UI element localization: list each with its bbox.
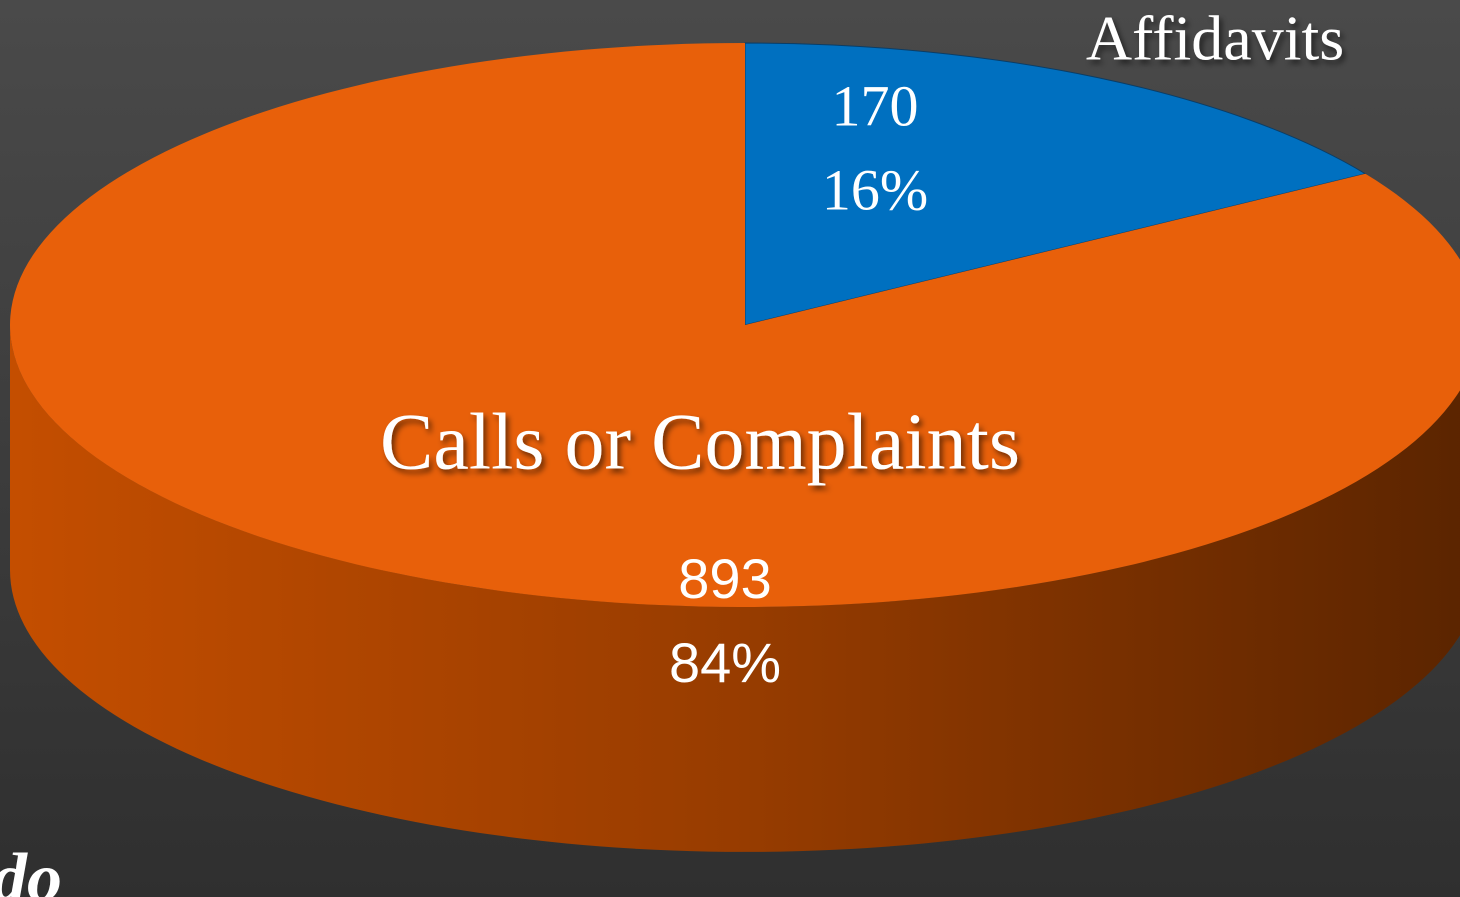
pie [10,42,1460,852]
labels: Affidavits 170 16% Calls or Complaints 8… [0,3,1344,897]
slice-label: Calls or Complaints [380,398,1020,486]
value-label: 170 [832,73,919,138]
annotation: do [0,840,62,897]
pie-slice [744,42,1367,326]
pie-side [10,325,1460,852]
value-label: 893 [678,547,771,610]
percent-label: 16% [822,157,928,222]
pie-slice [10,43,1460,607]
slice-label: Affidavits [1086,3,1344,74]
percent-label: 84% [669,631,781,694]
